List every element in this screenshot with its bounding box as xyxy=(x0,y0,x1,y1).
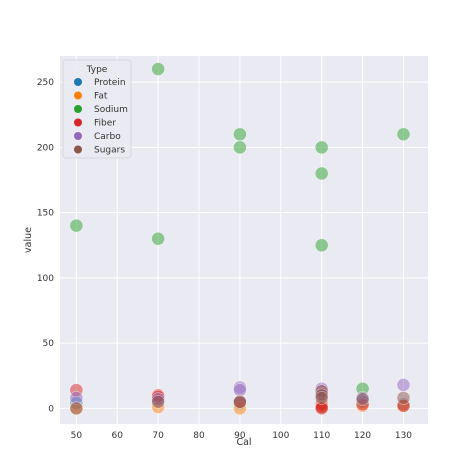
x-tick-label: 60 xyxy=(112,431,124,441)
point-sodium xyxy=(233,127,247,142)
legend: Type Protein Fat Sodium Fiber Carbo Sugars xyxy=(62,59,132,159)
legend-marker-carbo xyxy=(74,132,82,140)
y-tick-label: 200 xyxy=(37,143,54,153)
y-tick-label: 0 xyxy=(48,404,54,414)
x-tick-label: 110 xyxy=(313,431,330,441)
point-sodium xyxy=(396,127,411,142)
point-sugars xyxy=(233,395,247,409)
point-sodium xyxy=(151,62,165,76)
x-tick-label: 70 xyxy=(152,431,164,441)
x-tick-label: 90 xyxy=(234,431,246,441)
x-axis-label: Cal xyxy=(236,437,251,448)
point-sugars xyxy=(355,392,370,407)
x-tick-label: 120 xyxy=(354,431,371,441)
y-tick-label: 150 xyxy=(37,209,54,219)
y-tick-label: 250 xyxy=(37,78,54,88)
point-sugars xyxy=(69,401,84,416)
legend-label-fiber: Fiber xyxy=(94,119,116,129)
point-carbo xyxy=(396,378,411,392)
point-sodium xyxy=(233,140,247,155)
point-sodium xyxy=(314,238,329,253)
x-tick-labels: 50 60 70 80 90 100 110 120 130 xyxy=(71,431,413,441)
legend-label-sugars: Sugars xyxy=(94,146,125,156)
x-tick-label: 130 xyxy=(395,431,412,441)
legend-marker-fiber xyxy=(74,118,82,127)
legend-title: Type xyxy=(86,65,108,75)
legend-label-fat: Fat xyxy=(94,92,108,102)
y-tick-labels: 0 50 100 150 200 250 xyxy=(37,78,54,414)
y-tick-label: 50 xyxy=(43,339,55,349)
legend-marker-protein xyxy=(74,78,82,86)
point-sugars xyxy=(314,391,329,405)
legend-label-carbo: Carbo xyxy=(94,132,121,142)
y-axis-label: value xyxy=(23,227,34,253)
point-sugars xyxy=(151,395,165,409)
x-tick-label: 100 xyxy=(272,431,289,441)
y-tick-label: 100 xyxy=(37,274,54,284)
x-tick-label: 80 xyxy=(193,431,205,441)
point-carbo xyxy=(233,383,247,397)
legend-marker-sugars xyxy=(74,145,82,154)
point-sugars xyxy=(396,391,411,405)
data-points xyxy=(69,62,411,416)
point-sodium xyxy=(314,140,329,155)
legend-items: Protein Fat Sodium Fiber Carbo Sugars xyxy=(74,78,128,156)
legend-label-protein: Protein xyxy=(94,78,126,88)
legend-label-sodium: Sodium xyxy=(94,105,128,115)
point-sodium xyxy=(151,231,165,246)
legend-marker-sodium xyxy=(74,105,82,113)
legend-marker-fat xyxy=(74,91,82,100)
x-tick-label: 50 xyxy=(71,431,83,441)
point-sodium xyxy=(69,218,84,233)
point-sodium xyxy=(314,166,329,181)
